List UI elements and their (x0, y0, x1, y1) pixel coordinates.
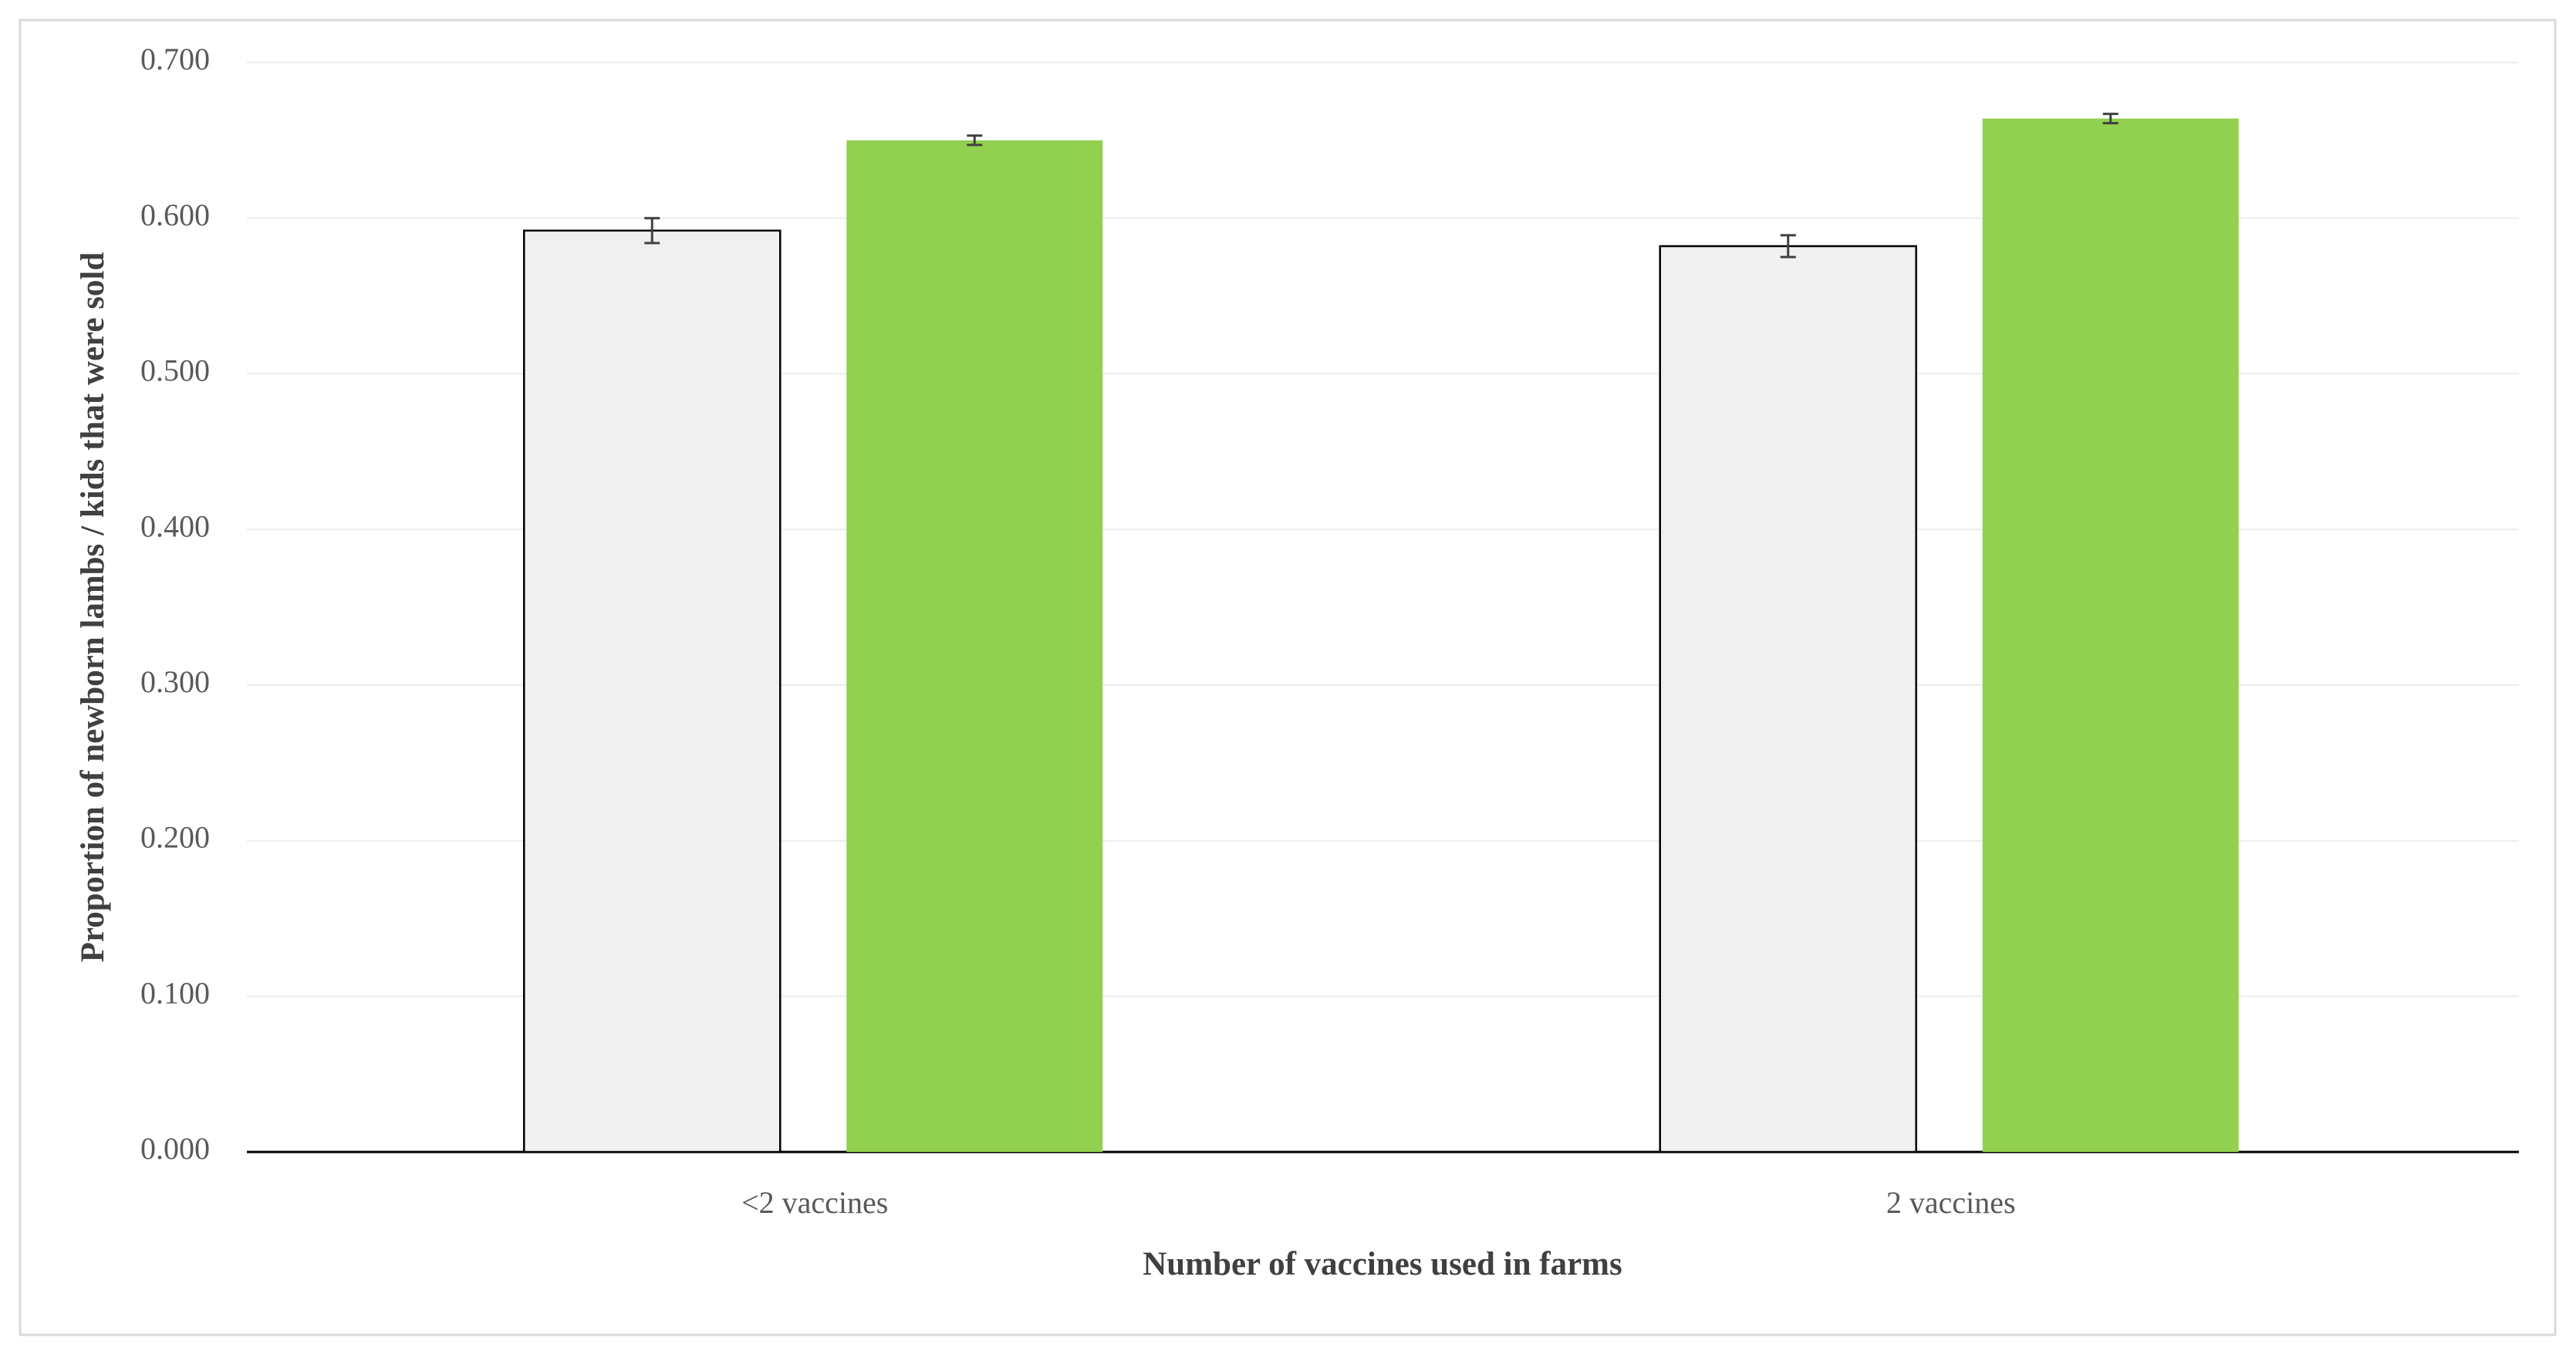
y-tick-label: 0.500 (140, 353, 210, 388)
x-tick-label: 2 vaccines (1886, 1185, 2016, 1220)
bar (1659, 245, 1917, 1154)
error-bar (1780, 234, 1796, 258)
bar (846, 140, 1103, 1152)
y-tick-label: 0.600 (140, 198, 210, 232)
error-bar (2102, 113, 2119, 125)
y-tick-label: 0.100 (140, 975, 210, 1010)
y-tick-label: 0.300 (140, 664, 210, 699)
x-axis-title: Number of vaccines used in farms (1143, 1246, 1622, 1282)
y-axis-title: Proportion of newborn lambs / kids that … (75, 252, 111, 963)
y-tick-label: 0.200 (140, 820, 210, 855)
y-tick-label: 0.400 (140, 508, 210, 543)
y-tick-label: 0.700 (140, 42, 210, 76)
y-tick-label: 0.000 (140, 1131, 210, 1166)
error-bar (644, 217, 660, 245)
bar (1982, 118, 2239, 1152)
error-bar (967, 134, 983, 147)
x-tick-label: <2 vaccines (741, 1185, 888, 1220)
bar (523, 229, 782, 1154)
